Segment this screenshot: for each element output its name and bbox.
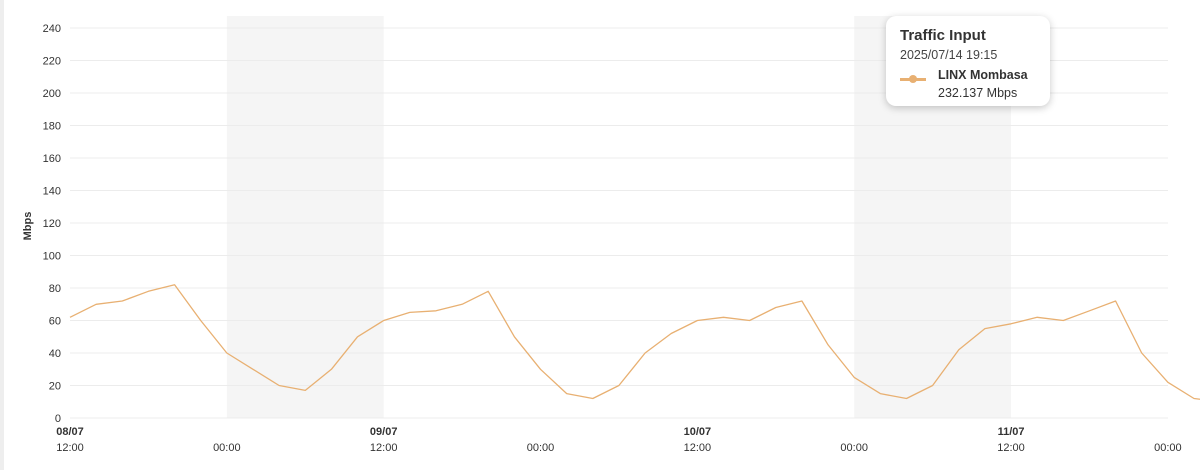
x-tick-time: 00:00 [1154, 442, 1182, 454]
night-band [226, 16, 384, 418]
y-tick-label: 160 [43, 153, 61, 165]
x-tick-date: 09/07 [370, 426, 398, 438]
tooltip: Traffic Input 2025/07/14 19:15 LINX Momb… [886, 16, 1050, 106]
y-tick-label: 20 [49, 381, 61, 393]
x-axis-ticks: 08/07 12:00 00:00 09/07 12:00 00:00 10/07 12:00… [56, 426, 1182, 454]
tooltip-series-name: LINX Mombasa [938, 68, 1028, 82]
y-tick-label: 40 [49, 348, 61, 360]
x-tick-time: 12:00 [684, 442, 712, 454]
tooltip-title: Traffic Input [900, 27, 986, 44]
y-tick-label: 120 [43, 218, 61, 230]
tooltip-value: 232.137 Mbps [938, 86, 1018, 100]
tooltip-date: 2025/07/14 19:15 [900, 48, 998, 62]
x-tick-time: 00:00 [840, 442, 868, 454]
y-gridlines [70, 27, 1168, 419]
x-tick-date: 08/07 [56, 426, 84, 438]
y-tick-label: 200 [43, 88, 61, 100]
x-tick-time: 12:00 [997, 442, 1025, 454]
left-frame-edge [0, 0, 4, 470]
tooltip-series-row: LINX Mombasa 232.137 Mbps [900, 68, 1036, 102]
x-tick-date: 11/07 [998, 426, 1025, 438]
y-tick-label: 80 [49, 283, 61, 295]
x-tick-date: 10/07 [684, 426, 712, 438]
x-tick-time: 00:00 [213, 442, 241, 454]
y-tick-label: 140 [43, 186, 61, 198]
y-tick-label: 220 [43, 56, 61, 68]
y-axis-ticks: 0 20 40 60 80 100 120 140 160 180 200 220 240 [43, 23, 61, 425]
y-tick-label: 0 [55, 413, 61, 425]
series-layer [69, 284, 1200, 400]
series-swatch-icon [900, 74, 926, 83]
y-tick-label: 100 [43, 251, 61, 263]
night-bands [226, 16, 1012, 418]
y-tick-label: 240 [43, 23, 61, 35]
y-axis-label: Mbps [22, 212, 34, 241]
x-tick-time: 00:00 [527, 442, 555, 454]
x-tick-time: 12:00 [370, 442, 398, 454]
y-tick-label: 180 [43, 121, 61, 133]
x-tick-time: 12:00 [56, 442, 84, 454]
y-tick-label: 60 [49, 316, 61, 328]
series-line [69, 284, 1200, 400]
